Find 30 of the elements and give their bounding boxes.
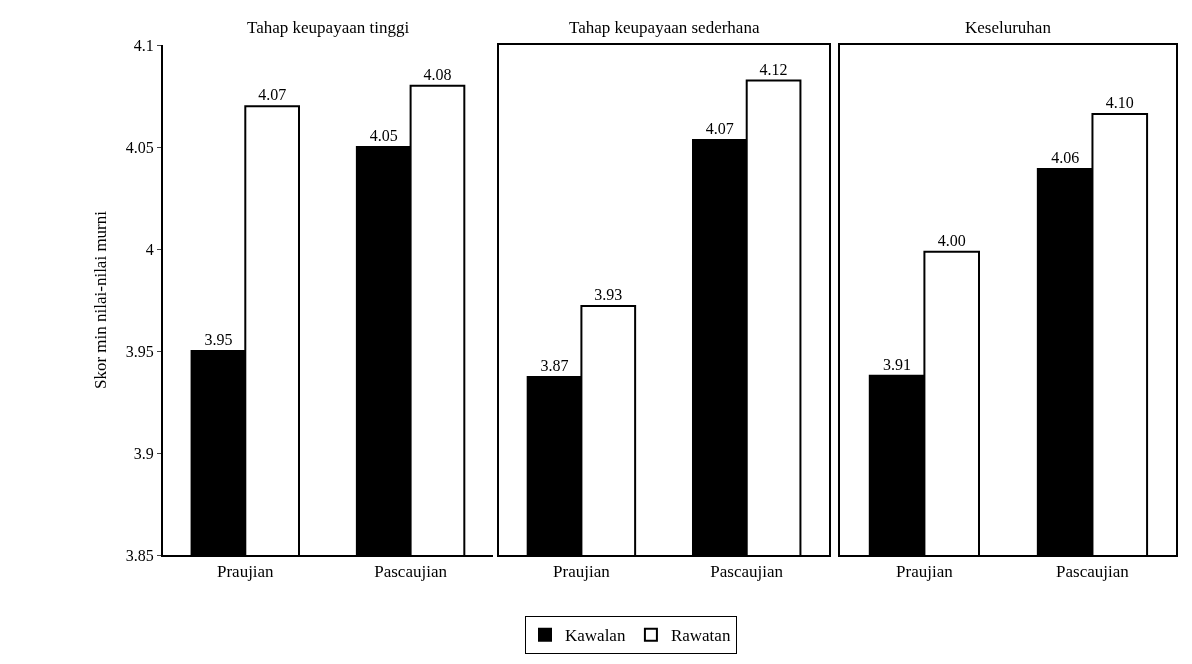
y-tick-label: 4.05 (125, 138, 154, 156)
y-tick-label: 3.95 (125, 342, 154, 360)
chart-title: Tahap keupayaan tinggi (247, 18, 410, 37)
data-label: 4.06 (1051, 149, 1080, 167)
x-tick-label: Praujian (896, 562, 954, 582)
data-label: 4.08 (423, 65, 452, 83)
y-tick-label: 3.85 (125, 546, 154, 564)
y-tick-label: 3.9 (133, 444, 154, 462)
data-label: 3.95 (204, 331, 233, 348)
x-tick-label: Praujian (216, 562, 275, 582)
data-label: 4.07 (705, 119, 734, 137)
legend-label: Rawatan (670, 626, 731, 646)
x-tick-label: Praujian (553, 562, 611, 582)
data-label: 4.10 (1105, 93, 1134, 111)
x-tick-label: Pascaujian (1056, 562, 1130, 582)
chart-title: Keseluruhan (965, 18, 1052, 37)
data-label: 4.00 (937, 231, 966, 249)
data-label: 3.91 (883, 355, 912, 373)
y-axis-title: Skor min nilai-nilai murni (90, 210, 110, 390)
y-tick-label: 4 (145, 240, 154, 258)
x-tick-label: Pascaujian (374, 562, 448, 582)
legend-label: Kawalan (565, 626, 626, 646)
data-label: 3.93 (594, 285, 623, 303)
data-label: 3.87 (540, 357, 569, 375)
data-label: 4.12 (759, 60, 788, 78)
data-label: 4.05 (369, 127, 398, 144)
x-tick-label: Pascaujian (710, 562, 784, 582)
y-tick-label: 4.1 (133, 36, 154, 54)
data-label: 4.07 (258, 86, 287, 104)
chart-title: Tahap keupayaan sederhana (569, 18, 760, 37)
